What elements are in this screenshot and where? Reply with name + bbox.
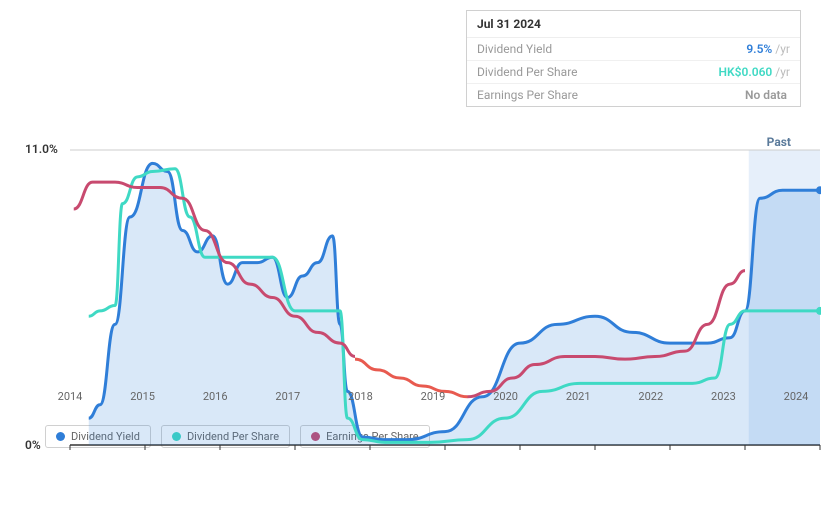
tooltip-label: Dividend Per Share (477, 65, 719, 79)
x-axis-label: 2016 (203, 390, 228, 403)
tooltip-row: Dividend Yield9.5%/yr (467, 38, 800, 61)
past-region-label: Past (767, 135, 791, 149)
tooltip-value: 9.5%/yr (746, 42, 790, 56)
x-axis-label: 2014 (58, 390, 83, 403)
x-axis-label: 2024 (784, 390, 809, 403)
data-tooltip: Jul 31 2024 Dividend Yield9.5%/yrDividen… (466, 10, 801, 107)
tooltip-row: Dividend Per ShareHK$0.060/yr (467, 61, 800, 84)
tooltip-row: Earnings Per ShareNo data (467, 84, 800, 106)
chart-container: Jul 31 2024 Dividend Yield9.5%/yrDividen… (0, 0, 821, 508)
tooltip-label: Dividend Yield (477, 42, 746, 56)
tooltip-date: Jul 31 2024 (467, 11, 800, 38)
tooltip-value: HK$0.060/yr (719, 65, 791, 79)
x-axis-label: 2019 (421, 390, 446, 403)
x-axis-label: 2023 (711, 390, 736, 403)
x-axis-label: 2020 (493, 390, 518, 403)
x-axis-label: 2021 (566, 390, 591, 403)
tooltip-label: Earnings Per Share (477, 88, 745, 102)
x-axis-label: 2017 (275, 390, 300, 403)
x-axis-label: 2018 (348, 390, 373, 403)
x-axis-label: 2022 (638, 390, 663, 403)
x-axis-label: 2015 (130, 390, 155, 403)
tooltip-value: No data (745, 88, 790, 102)
x-axis-labels: 2014201520162017201820192020202120222023… (70, 390, 796, 410)
